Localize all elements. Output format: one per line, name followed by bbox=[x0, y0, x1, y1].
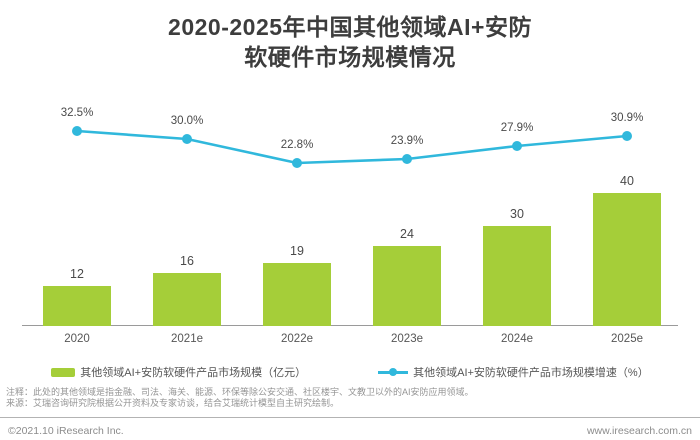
bar-value-label: 24 bbox=[400, 227, 414, 241]
chart-legend: 其他领域AI+安防软硬件产品市场规模（亿元） 其他领域AI+安防软硬件产品市场规… bbox=[0, 364, 700, 380]
line-value-label: 32.5% bbox=[60, 107, 94, 119]
line-point bbox=[72, 126, 82, 136]
legend-bar-label: 其他领域AI+安防软硬件产品市场规模（亿元） bbox=[80, 367, 307, 379]
line-value-label: 22.8% bbox=[280, 139, 314, 151]
footer-divider bbox=[0, 417, 700, 418]
bar-2020 bbox=[43, 286, 111, 326]
bar-value-label: 12 bbox=[70, 267, 84, 281]
line-point bbox=[402, 154, 412, 164]
bar-value-label: 40 bbox=[620, 174, 634, 188]
source-line: 来源：艾瑞咨询研究院根据公开资料及专家访谈，结合艾瑞统计模型自主研究绘制。 bbox=[6, 397, 340, 408]
page-title: 2020-2025年中国其他领域AI+安防 软硬件市场规模情况 bbox=[0, 12, 700, 73]
page-title-line1: 2020-2025年中国其他领域AI+安防 bbox=[168, 14, 532, 40]
line-point bbox=[292, 158, 302, 168]
page-title-line2: 软硬件市场规模情况 bbox=[244, 44, 456, 71]
bar-2025e bbox=[593, 193, 661, 326]
footer-bar: ©2021.10 iResearch Inc. www.iresearch.co… bbox=[0, 421, 700, 440]
line-value-label: 30.0% bbox=[170, 115, 204, 127]
bar-2023e bbox=[373, 246, 441, 326]
line-value-label: 30.9% bbox=[610, 112, 644, 124]
bar-2022e bbox=[263, 263, 331, 326]
legend-item-bar: 其他领域AI+安防软硬件产品市场规模（亿元） bbox=[51, 364, 306, 380]
website-link[interactable]: www.iresearch.com.cn bbox=[586, 424, 692, 437]
bar-2024e bbox=[483, 226, 551, 326]
x-axis-label: 2022e bbox=[281, 333, 313, 345]
bar-value-label: 16 bbox=[180, 254, 194, 268]
line-point bbox=[182, 134, 192, 144]
line-value-label: 27.9% bbox=[500, 122, 534, 134]
legend-item-line: 其他领域AI+安防软硬件产品市场规模增速（%） bbox=[378, 364, 649, 380]
bar-swatch-icon bbox=[51, 367, 76, 377]
x-axis-line bbox=[22, 325, 678, 326]
line-swatch-icon bbox=[378, 367, 409, 377]
line-value-label: 23.9% bbox=[390, 135, 424, 147]
bar-value-label: 19 bbox=[290, 244, 304, 258]
x-axis-label: 2023e bbox=[391, 333, 423, 345]
note-line: 注释：此处的其他领域是指金融、司法、海关、能源、环保等除公安交通、社区楼宇、文教… bbox=[6, 387, 474, 397]
x-axis-label: 2025e bbox=[611, 333, 643, 345]
footnotes: 注释：此处的其他领域是指金融、司法、海关、能源、环保等除公安交通、社区楼宇、文教… bbox=[6, 387, 696, 408]
growth-line bbox=[76, 129, 628, 165]
x-axis-label: 2020 bbox=[64, 333, 90, 345]
bar-2021e bbox=[153, 273, 221, 326]
x-axis-label: 2024e bbox=[501, 333, 533, 345]
line-point bbox=[622, 131, 632, 141]
line-point bbox=[512, 141, 522, 151]
legend-line-label: 其他领域AI+安防软硬件产品市场规模增速（%） bbox=[413, 367, 649, 379]
x-axis-label: 2021e bbox=[171, 333, 203, 345]
copyright-text: ©2021.10 iResearch Inc. bbox=[8, 424, 124, 437]
bar-value-label: 30 bbox=[510, 207, 524, 221]
